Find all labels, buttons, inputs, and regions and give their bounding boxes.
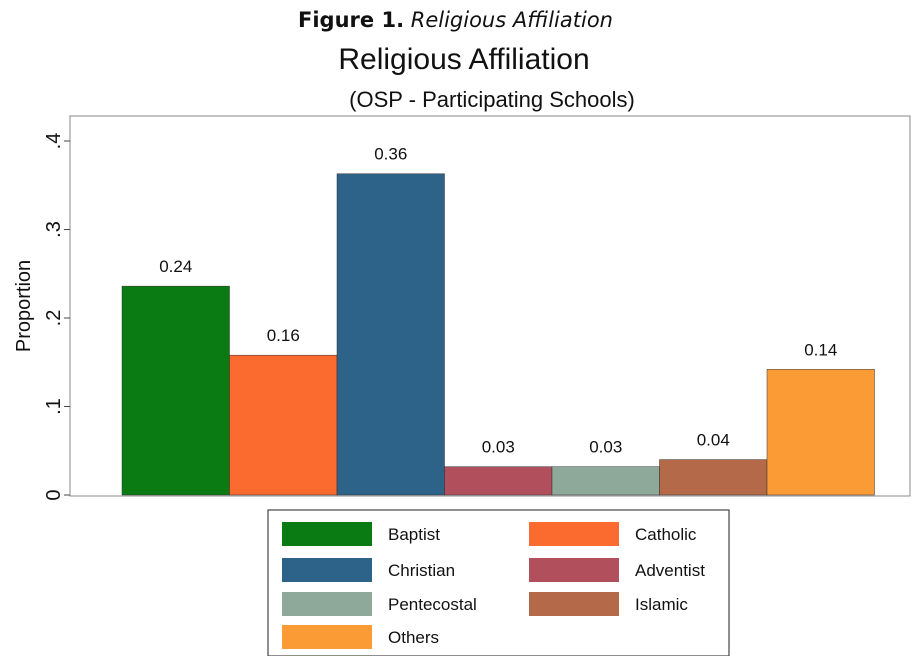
legend-label-pentecostal: Pentecostal bbox=[388, 595, 477, 614]
bar-value-label-baptist: 0.24 bbox=[159, 257, 192, 276]
bar-baptist bbox=[121, 285, 230, 496]
figure-caption-label: Figure 1. bbox=[298, 8, 405, 32]
bar-value-label-christian: 0.36 bbox=[374, 145, 407, 164]
chart-title: Religious Affiliation bbox=[338, 43, 589, 76]
bar-adventist bbox=[444, 466, 553, 496]
y-tick-label: .1 bbox=[43, 398, 65, 415]
bar-value-label-catholic: 0.16 bbox=[267, 326, 300, 345]
legend-label-adventist: Adventist bbox=[635, 561, 705, 580]
legend-swatch-others bbox=[282, 625, 372, 649]
legend-swatch-islamic bbox=[529, 592, 619, 616]
bar-value-labels: 0.24 0.16 0.36 0.03 0.03 0.04 0.14 bbox=[159, 145, 837, 457]
legend-label-others: Others bbox=[388, 628, 439, 647]
legend-label-baptist: Baptist bbox=[388, 525, 440, 544]
bar-value-label-adventist: 0.03 bbox=[482, 438, 515, 457]
figure-caption-title: Religious Affiliation bbox=[410, 8, 613, 32]
bar-islamic bbox=[659, 459, 768, 496]
bar-value-label-pentecostal: 0.03 bbox=[589, 438, 622, 457]
legend-label-islamic: Islamic bbox=[635, 595, 688, 614]
legend-label-christian: Christian bbox=[388, 561, 455, 580]
y-axis-ticks: 0 .1 .2 .3 .4 bbox=[43, 133, 70, 501]
chart-subtitle: (OSP - Participating Schools) bbox=[349, 87, 635, 112]
y-axis-label: Proportion bbox=[13, 260, 35, 352]
y-tick-label: .2 bbox=[43, 310, 65, 327]
bar-christian bbox=[336, 173, 445, 496]
y-tick-label: .4 bbox=[43, 133, 65, 150]
y-tick-label: .3 bbox=[43, 221, 65, 238]
legend-swatch-baptist bbox=[282, 522, 372, 546]
bar-value-label-others: 0.14 bbox=[804, 340, 837, 359]
legend-swatch-pentecostal bbox=[282, 592, 372, 616]
bar-others bbox=[766, 369, 875, 496]
figure-caption: Figure 1. Religious Affiliation bbox=[0, 8, 911, 32]
legend-swatch-adventist bbox=[529, 558, 619, 582]
legend-label-catholic: Catholic bbox=[635, 525, 697, 544]
bar-value-label-islamic: 0.04 bbox=[697, 431, 730, 450]
legend: Baptist Catholic Christian Adventist Penteco… bbox=[282, 522, 705, 649]
y-tick-label: 0 bbox=[43, 489, 65, 500]
legend-swatch-catholic bbox=[529, 522, 619, 546]
bars bbox=[121, 173, 875, 496]
bar-catholic bbox=[229, 354, 338, 496]
legend-swatch-christian bbox=[282, 558, 372, 582]
bar-pentecostal bbox=[551, 466, 660, 496]
